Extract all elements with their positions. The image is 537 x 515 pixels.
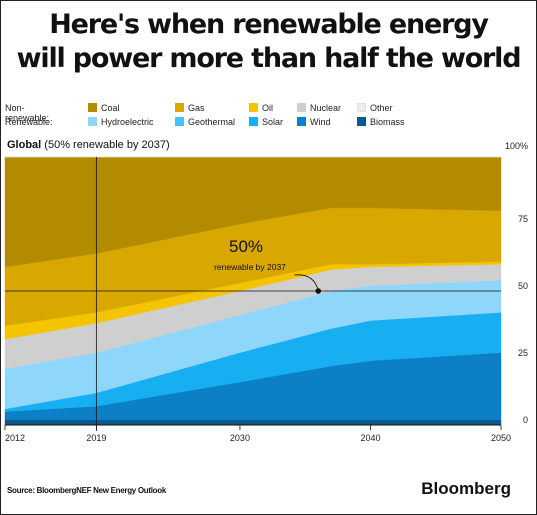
legend-label-hydroelectric: Hydroelectric <box>101 117 154 127</box>
legend-item-other: Other <box>357 103 393 113</box>
title-line-1: Here's when renewable energy <box>49 9 489 40</box>
legend-category-nonrenewable: Non-renewable: <box>5 103 50 123</box>
geothermal-swatch <box>175 117 184 126</box>
subtitle-detail: (50% renewable by 2037) <box>41 139 170 151</box>
x-tick-label: 2040 <box>360 433 380 443</box>
chart-subtitle: Global (50% renewable by 2037) <box>7 139 170 151</box>
legend-label-wind: Wind <box>310 117 331 127</box>
solar-swatch <box>249 117 258 126</box>
legend-item-gas: Gas <box>175 103 205 113</box>
legend-item-coal: Coal <box>88 103 120 113</box>
annotation-leader <box>294 274 319 292</box>
nuclear-swatch <box>297 103 306 112</box>
area-biomass <box>4 419 502 426</box>
y-tick-label: 100% <box>505 141 528 151</box>
x-tick-label: 2030 <box>230 433 250 443</box>
x-tick-label: 2050 <box>491 433 511 443</box>
y-tick-label: 0 <box>523 415 528 425</box>
x-tick-label: 2019 <box>86 433 106 443</box>
legend-category-renewable: Renewable: <box>5 117 53 127</box>
chart-title: Here's when renewable energy will power … <box>0 8 537 76</box>
annotation-big-text: 50% <box>229 237 263 256</box>
legend-item-wind: Wind <box>297 117 331 127</box>
legend-label-solar: Solar <box>262 117 284 127</box>
legend-label-nuclear: Nuclear <box>310 103 342 113</box>
coal-swatch <box>88 103 97 112</box>
source-note: Source: BloombergNEF New Energy Outlook <box>7 486 166 495</box>
annotation-small-text: renewable by 2037 <box>214 262 286 272</box>
y-tick-label: 75 <box>518 214 528 224</box>
hydroelectric-swatch <box>88 117 97 126</box>
legend-item-nuclear: Nuclear <box>297 103 341 113</box>
legend-label-biomass: Biomass <box>370 117 405 127</box>
legend-label-gas: Gas <box>188 103 205 113</box>
legend-item-biomass: Biomass <box>357 117 405 127</box>
other-swatch <box>357 103 366 112</box>
legend-item-geothermal: Geothermal <box>175 117 235 127</box>
oil-swatch <box>249 103 258 112</box>
wind-swatch <box>297 117 306 126</box>
bloomberg-logo: Bloomberg <box>421 479 511 498</box>
x-tick-label: 2012 <box>5 433 25 443</box>
legend-label-other: Other <box>370 103 393 113</box>
title-line-2: will power more than half the world <box>16 43 522 74</box>
biomass-swatch <box>357 117 366 126</box>
legend-label-geothermal: Geothermal <box>188 117 236 127</box>
legend-label-oil: Oil <box>262 103 273 113</box>
legend-item-solar: Solar <box>249 117 283 127</box>
legend-item-oil: Oil <box>249 103 273 113</box>
legend-item-hydroelectric: Hydroelectric <box>88 117 154 127</box>
subtitle-region: Global <box>7 139 42 151</box>
gas-swatch <box>175 103 184 112</box>
y-tick-label: 25 <box>518 348 528 358</box>
y-tick-label: 50 <box>518 281 528 291</box>
annotation-point <box>315 288 322 294</box>
legend-label-coal: Coal <box>101 103 120 113</box>
